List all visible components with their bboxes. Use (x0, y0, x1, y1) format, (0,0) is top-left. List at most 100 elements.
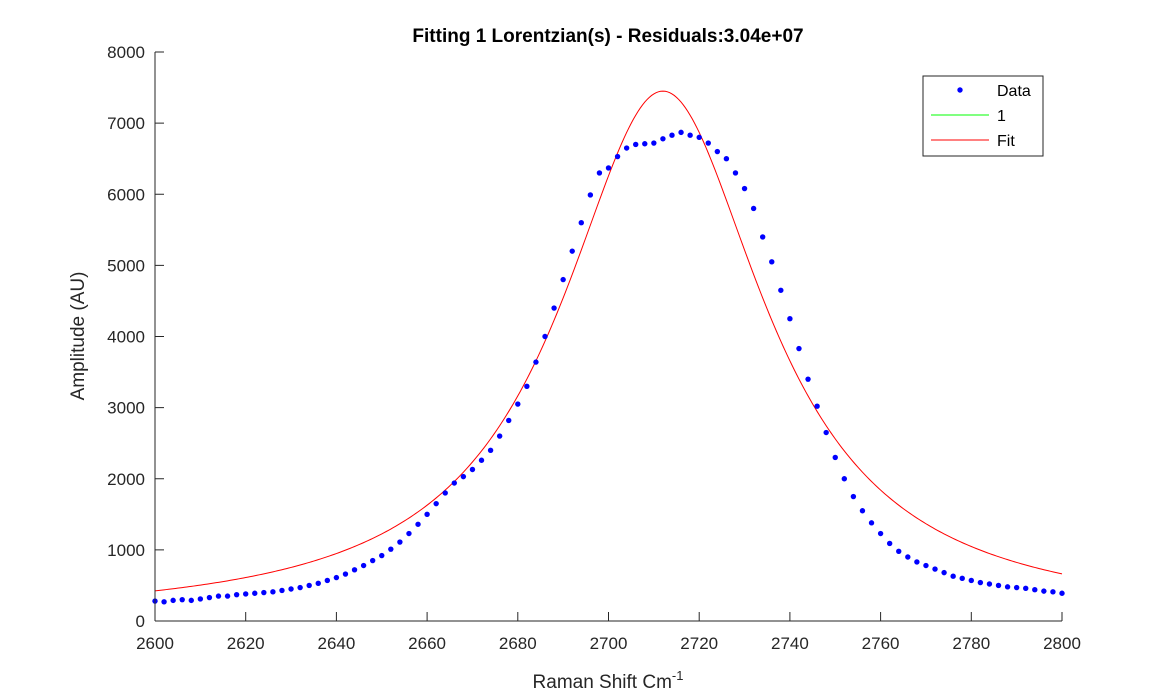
legend-label: Data (997, 83, 1031, 100)
data-point (986, 581, 993, 587)
y-tick-label: 1000 (107, 541, 145, 560)
data-point (261, 589, 267, 596)
data-point (705, 140, 711, 146)
data-point (560, 276, 566, 283)
data-point (224, 593, 231, 599)
y-tick-label: 6000 (107, 185, 145, 204)
data-point (687, 132, 693, 138)
data-point (215, 593, 222, 599)
legend-marker-data (957, 87, 963, 93)
data-point (487, 447, 494, 453)
x-axis-label-superscript: -1 (672, 668, 684, 683)
data-point (850, 493, 857, 500)
data-point (823, 429, 829, 436)
y-tick-label: 7000 (107, 114, 145, 133)
data-point (342, 571, 349, 577)
data-point (306, 582, 312, 589)
x-tick-label: 2720 (680, 634, 718, 653)
data-point (188, 597, 194, 604)
data-point (1059, 590, 1065, 596)
data-point (896, 548, 902, 554)
data-point (424, 511, 430, 518)
data-point (451, 480, 458, 486)
data-point (496, 433, 503, 439)
data-point (252, 590, 258, 596)
data-point (859, 508, 866, 514)
legend-label: Fit (997, 133, 1015, 150)
data-point (233, 591, 240, 598)
data-point (1041, 588, 1047, 594)
x-axis-label-text: Raman Shift Cm (533, 672, 672, 693)
legend: Data 1 Fit (922, 75, 1044, 157)
data-point (542, 333, 548, 340)
y-tick-label: 2000 (107, 470, 145, 489)
data-point (1023, 585, 1029, 591)
data-point (605, 165, 612, 171)
data-point (877, 530, 884, 537)
data-point (506, 417, 512, 424)
data-point (333, 574, 340, 581)
data-point (941, 569, 947, 576)
data-point (614, 153, 621, 160)
data-point (578, 220, 584, 226)
x-tick-label: 2620 (227, 634, 265, 653)
data-point (769, 259, 775, 265)
data-point (905, 554, 911, 560)
y-tick-label: 3000 (107, 399, 145, 418)
x-tick-label: 2740 (771, 634, 809, 653)
data-point (968, 577, 974, 584)
legend-box (922, 75, 1044, 157)
data-point (596, 170, 603, 176)
data-point (279, 587, 285, 594)
data-point (923, 562, 929, 569)
data-point (714, 148, 721, 155)
y-axis-label: Amplitude (AU) (68, 272, 89, 401)
data-point (1050, 589, 1056, 595)
data-point (723, 155, 730, 162)
data-point (324, 577, 331, 584)
data-point (950, 573, 956, 579)
data-point (397, 539, 403, 545)
data-point (161, 599, 167, 605)
data-point (388, 546, 394, 552)
data-point (460, 473, 467, 480)
legend-label: 1 (997, 108, 1006, 125)
data-point (524, 383, 530, 389)
data-point (778, 287, 784, 293)
data-point (351, 567, 358, 573)
data-point (787, 316, 793, 322)
x-tick-label: 2800 (1043, 634, 1081, 653)
data-point (288, 586, 294, 592)
data-point (633, 141, 639, 148)
data-point (533, 359, 539, 365)
data-point (759, 234, 766, 240)
axes: 2600 2620 2640 2660 2680 2700 2720 2740 2760 2780… (107, 43, 1081, 653)
data-point (959, 575, 965, 582)
data-point (297, 584, 303, 591)
data-point (651, 140, 657, 146)
data-point (197, 596, 204, 602)
data-point (814, 403, 820, 409)
data-point (995, 582, 1002, 589)
data-point (369, 557, 376, 564)
x-tick-label: 2700 (590, 634, 628, 653)
data-point (179, 596, 185, 603)
data-point (732, 170, 739, 176)
y-tick-label: 8000 (107, 43, 145, 62)
data-point (469, 466, 476, 473)
data-point (1004, 584, 1011, 590)
data-point (623, 145, 630, 151)
data-point (977, 579, 984, 586)
data-point (660, 136, 666, 142)
data-point (669, 132, 675, 138)
data-point (914, 559, 920, 565)
data-point (696, 134, 702, 141)
x-tick-label: 2780 (952, 634, 990, 653)
x-tick-label: 2660 (408, 634, 446, 653)
data-point (587, 192, 594, 198)
data-point (515, 401, 521, 407)
x-tick-label: 2640 (317, 634, 355, 653)
x-tick-label: 2680 (499, 634, 537, 653)
data-point (478, 457, 485, 463)
x-tick-label: 2760 (862, 634, 900, 653)
